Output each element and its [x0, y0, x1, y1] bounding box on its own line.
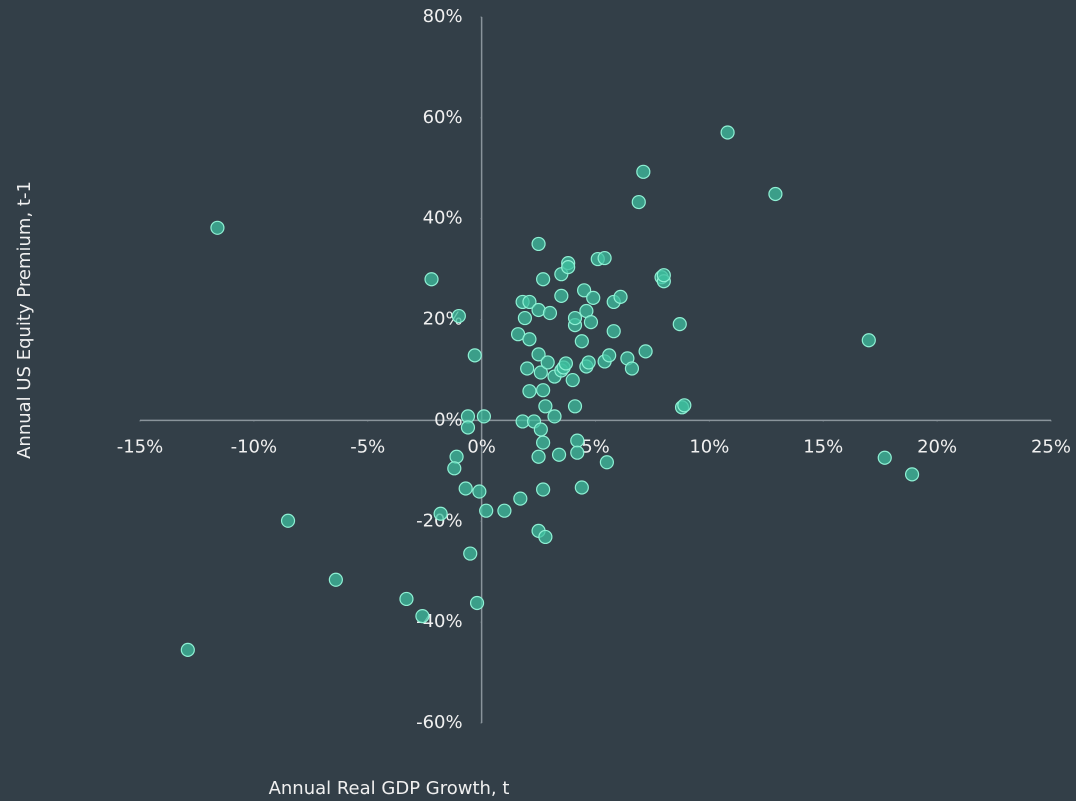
- scatter-point: [656, 268, 671, 283]
- scatter-point: [565, 372, 580, 388]
- scatter-point: [531, 347, 546, 362]
- scatter-point: [533, 422, 548, 437]
- scatter-point: [433, 506, 448, 521]
- scatter-point: [574, 480, 589, 495]
- scatter-point: [451, 308, 466, 324]
- scatter-point: [467, 348, 482, 363]
- scatter-point: [581, 355, 596, 370]
- scatter-point: [538, 399, 553, 414]
- y-tick-label: 0%: [434, 409, 463, 430]
- scatter-point: [677, 398, 692, 413]
- y-tick-label: -20%: [416, 510, 463, 531]
- scatter-point: [631, 194, 646, 210]
- x-tick-label: 0%: [467, 436, 496, 457]
- x-tick-label: 25%: [1031, 436, 1071, 457]
- scatter-point: [517, 310, 532, 326]
- y-axis-label: Annual US Equity Premium, t-1: [14, 181, 35, 459]
- x-tick-label: -15%: [117, 436, 164, 457]
- scatter-point: [399, 591, 414, 607]
- x-axis-label: Annual Real GDP Growth, t: [269, 778, 510, 799]
- scatter-point: [636, 164, 651, 179]
- scatter-point: [472, 484, 487, 499]
- scatter-point: [638, 344, 653, 359]
- scatter-point: [536, 383, 551, 398]
- scatter-point: [570, 433, 585, 448]
- scatter-point: [280, 513, 296, 528]
- scatter-point: [567, 399, 583, 414]
- scatter-point: [497, 503, 512, 518]
- scatter-point: [540, 355, 555, 370]
- scatter-point: [536, 435, 551, 450]
- scatter-point: [536, 272, 551, 287]
- x-tick-label: 15%: [803, 436, 843, 457]
- scatter-point: [567, 310, 583, 326]
- scatter-point: [479, 503, 494, 518]
- scatter-point: [460, 420, 476, 435]
- scatter-point: [554, 288, 569, 303]
- scatter-point: [577, 283, 592, 298]
- scatter-point: [522, 294, 537, 310]
- scatter-point: [613, 289, 628, 304]
- scatter-point: [624, 361, 640, 376]
- scatter-point: [570, 445, 585, 460]
- scatter-point: [424, 272, 439, 287]
- scatter-point: [522, 332, 537, 347]
- scatter-point: [449, 449, 464, 464]
- scatter-point: [538, 529, 553, 545]
- scatter-point: [606, 324, 621, 339]
- scatter-point: [463, 546, 478, 561]
- scatter-point: [547, 409, 562, 424]
- x-tick-label: 5%: [581, 436, 610, 457]
- scatter-point: [536, 482, 551, 497]
- y-tick-label: -60%: [416, 712, 463, 733]
- y-tick-label: 60%: [423, 107, 463, 128]
- scatter-point: [558, 356, 573, 371]
- scatter-point: [768, 186, 783, 202]
- scatter-point: [877, 450, 892, 465]
- scatter-point: [531, 449, 546, 464]
- scatter-point: [672, 317, 687, 332]
- scatter-point: [522, 384, 537, 399]
- scatter-point: [210, 220, 225, 235]
- scatter-point: [180, 642, 195, 657]
- scatter-point: [513, 491, 528, 506]
- scatter-point: [583, 314, 599, 330]
- x-tick-label: 20%: [917, 436, 957, 457]
- scatter-point: [542, 305, 558, 321]
- scatter-point: [861, 333, 876, 348]
- scatter-point: [447, 461, 462, 476]
- scatter-point: [602, 348, 617, 363]
- scatter-point: [458, 481, 473, 496]
- scatter-point: [328, 572, 343, 587]
- y-tick-label: 40%: [423, 208, 463, 229]
- scatter-point: [415, 608, 430, 624]
- scatter-point: [469, 595, 485, 611]
- scatter-point: [533, 365, 548, 380]
- scatter-point: [551, 447, 567, 462]
- scatter-point: [586, 290, 601, 305]
- scatter-point: [904, 467, 920, 482]
- x-tick-label: -5%: [350, 436, 385, 457]
- x-tick-label: -10%: [231, 436, 278, 457]
- scatter-point: [520, 361, 535, 376]
- scatter-point: [531, 236, 546, 252]
- y-tick-label: 80%: [423, 6, 463, 27]
- scatter-point: [574, 334, 589, 349]
- x-tick-label: 10%: [689, 436, 729, 457]
- scatter-point: [561, 260, 576, 275]
- scatter-point: [720, 125, 735, 140]
- scatter-point: [599, 455, 614, 470]
- scatter-point: [597, 250, 612, 266]
- scatter-point: [476, 409, 492, 424]
